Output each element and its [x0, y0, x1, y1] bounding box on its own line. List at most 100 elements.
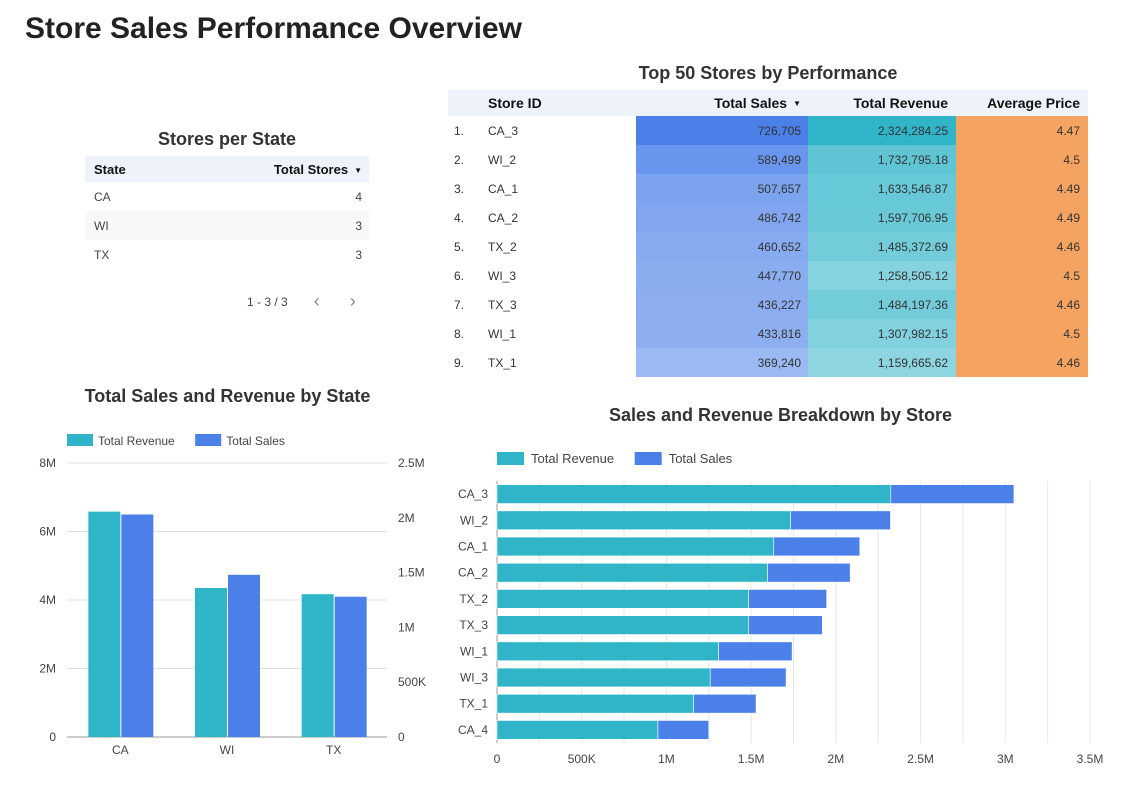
bar — [693, 693, 757, 714]
bar — [496, 589, 749, 609]
table-row: 6. WI_3 447,770 1,258,505.12 4.5 — [448, 261, 1088, 290]
row-index: 7. — [454, 297, 465, 312]
bar — [301, 594, 334, 737]
y-tick-label-left: 2M — [39, 662, 56, 676]
store-id-cell: TX_3 — [488, 297, 517, 312]
x-tick-label: 500K — [568, 752, 596, 766]
total-sales-cell: 589,499 — [636, 145, 808, 174]
y-tick-label: TX_1 — [459, 697, 488, 711]
row-index: 9. — [454, 355, 465, 370]
column-header-average-price[interactable]: Average Price — [987, 95, 1080, 111]
x-tick-label: 0 — [494, 752, 501, 766]
y-tick-label-left: 4M — [39, 593, 56, 607]
total-revenue-cell: 1,307,982.15 — [808, 319, 956, 348]
y-tick-label: WI_2 — [460, 513, 488, 527]
legend-swatch — [497, 452, 524, 465]
bar — [334, 596, 367, 737]
total-revenue-cell: 1,159,665.62 — [808, 348, 956, 377]
total-revenue-cell: 1,258,505.12 — [808, 261, 956, 290]
stores-per-state-table: State Total Stores ▼ CA 4 WI 3 TX 3 — [85, 156, 369, 269]
state-cell: CA — [94, 189, 111, 204]
store-id-cell: WI_2 — [488, 152, 517, 167]
table-row: 9. TX_1 369,240 1,159,665.62 4.46 — [448, 348, 1088, 377]
column-header-total-revenue[interactable]: Total Revenue — [853, 95, 948, 111]
state-cell: TX — [94, 247, 110, 262]
legend-label: Total Sales — [669, 451, 733, 466]
bar — [496, 484, 892, 504]
average-price-cell: 4.5 — [956, 261, 1088, 290]
table-row: 7. TX_3 436,227 1,484,197.36 4.46 — [448, 290, 1088, 319]
row-index: 6. — [454, 268, 465, 283]
x-tick-label: 1.5M — [738, 752, 765, 766]
top-stores-title: Top 50 Stores by Performance — [638, 63, 898, 83]
average-price-cell: 4.5 — [956, 319, 1088, 348]
y-tick-label: WI_1 — [460, 644, 488, 658]
total-revenue-cell: 2,324,284.25 — [808, 116, 956, 145]
chart-state-title: Total Sales and Revenue by State — [84, 386, 371, 406]
y-tick-label-right: 0 — [398, 730, 405, 744]
total-stores-cell: 3 — [355, 218, 362, 233]
bar — [790, 510, 891, 531]
total-sales-cell: 369,240 — [636, 348, 808, 377]
bar — [657, 720, 710, 740]
average-price-cell: 4.46 — [956, 348, 1088, 377]
x-tick-label: 2M — [828, 752, 845, 766]
bar — [496, 720, 659, 740]
column-header-total-stores[interactable]: Total Stores ▼ — [273, 161, 362, 177]
table-row: 4. CA_2 486,742 1,597,706.95 4.49 — [448, 203, 1088, 232]
row-index: 1. — [454, 123, 465, 138]
bar — [121, 514, 154, 737]
chart-store-title: Sales and Revenue Breakdown by Store — [608, 405, 953, 425]
y-tick-label-left: 6M — [39, 525, 56, 539]
total-revenue-cell: 1,484,197.36 — [808, 290, 956, 319]
y-tick-label-right: 2M — [398, 511, 415, 525]
average-price-cell: 4.49 — [956, 203, 1088, 232]
row-index: 8. — [454, 326, 465, 341]
column-header-state[interactable]: State — [94, 161, 126, 177]
average-price-cell: 4.46 — [956, 290, 1088, 319]
x-tick-label: 3M — [997, 752, 1014, 766]
total-sales-cell: 460,652 — [636, 232, 808, 261]
y-tick-label-right: 2.5M — [398, 456, 425, 470]
y-tick-label: WI_3 — [460, 671, 488, 685]
total-stores-cell: 3 — [355, 247, 362, 262]
y-tick-label-right: 1M — [398, 620, 415, 634]
bar — [496, 693, 694, 714]
top-stores-table: Store ID Total Sales ▼ Total Revenue Aver… — [448, 90, 1088, 377]
legend-swatch — [634, 452, 662, 465]
y-tick-label-left: 8M — [39, 456, 56, 470]
table-row: 2. WI_2 589,499 1,732,795.18 4.5 — [448, 145, 1088, 174]
bar — [718, 641, 793, 662]
bar — [496, 510, 791, 531]
table-row: WI 3 — [85, 211, 369, 240]
bar — [748, 589, 828, 609]
state-cell: WI — [94, 218, 109, 233]
y-tick-label: CA_4 — [458, 723, 488, 737]
sales-revenue-by-store-chart: Total Revenue Total Sales 0 500K 1M 1.5M 2M 2.5… — [458, 451, 1104, 766]
total-sales-cell: 486,742 — [636, 203, 808, 232]
store-id-cell: WI_1 — [488, 326, 517, 341]
pagination: 1 - 3 / 3 ‹ › — [247, 291, 360, 312]
table-header: State Total Stores ▼ — [85, 156, 369, 182]
average-price-cell: 4.46 — [956, 232, 1088, 261]
bar — [228, 574, 260, 737]
table-row: 8. WI_1 433,816 1,307,982.15 4.5 — [448, 319, 1088, 348]
page-title: Store Sales Performance Overview — [25, 12, 522, 45]
x-tick-label: 3.5M — [1077, 752, 1104, 766]
row-index: 4. — [454, 210, 465, 225]
chevron-left-icon[interactable]: ‹ — [313, 291, 320, 311]
row-index: 2. — [454, 152, 465, 167]
legend-label: Total Revenue — [531, 451, 614, 466]
chevron-right-icon[interactable]: › — [349, 291, 356, 311]
bar — [496, 667, 711, 688]
column-header-total-sales[interactable]: Total Sales ▼ — [714, 95, 801, 111]
total-stores-cell: 4 — [355, 189, 362, 204]
bar — [496, 536, 775, 557]
bar — [88, 511, 121, 737]
stores-per-state-title: Stores per State — [157, 129, 297, 149]
store-id-cell: CA_1 — [488, 181, 519, 196]
bar — [195, 588, 227, 737]
table-row: CA 4 — [85, 182, 369, 211]
column-header-store-id[interactable]: Store ID — [488, 95, 542, 111]
row-index: 3. — [454, 181, 465, 196]
